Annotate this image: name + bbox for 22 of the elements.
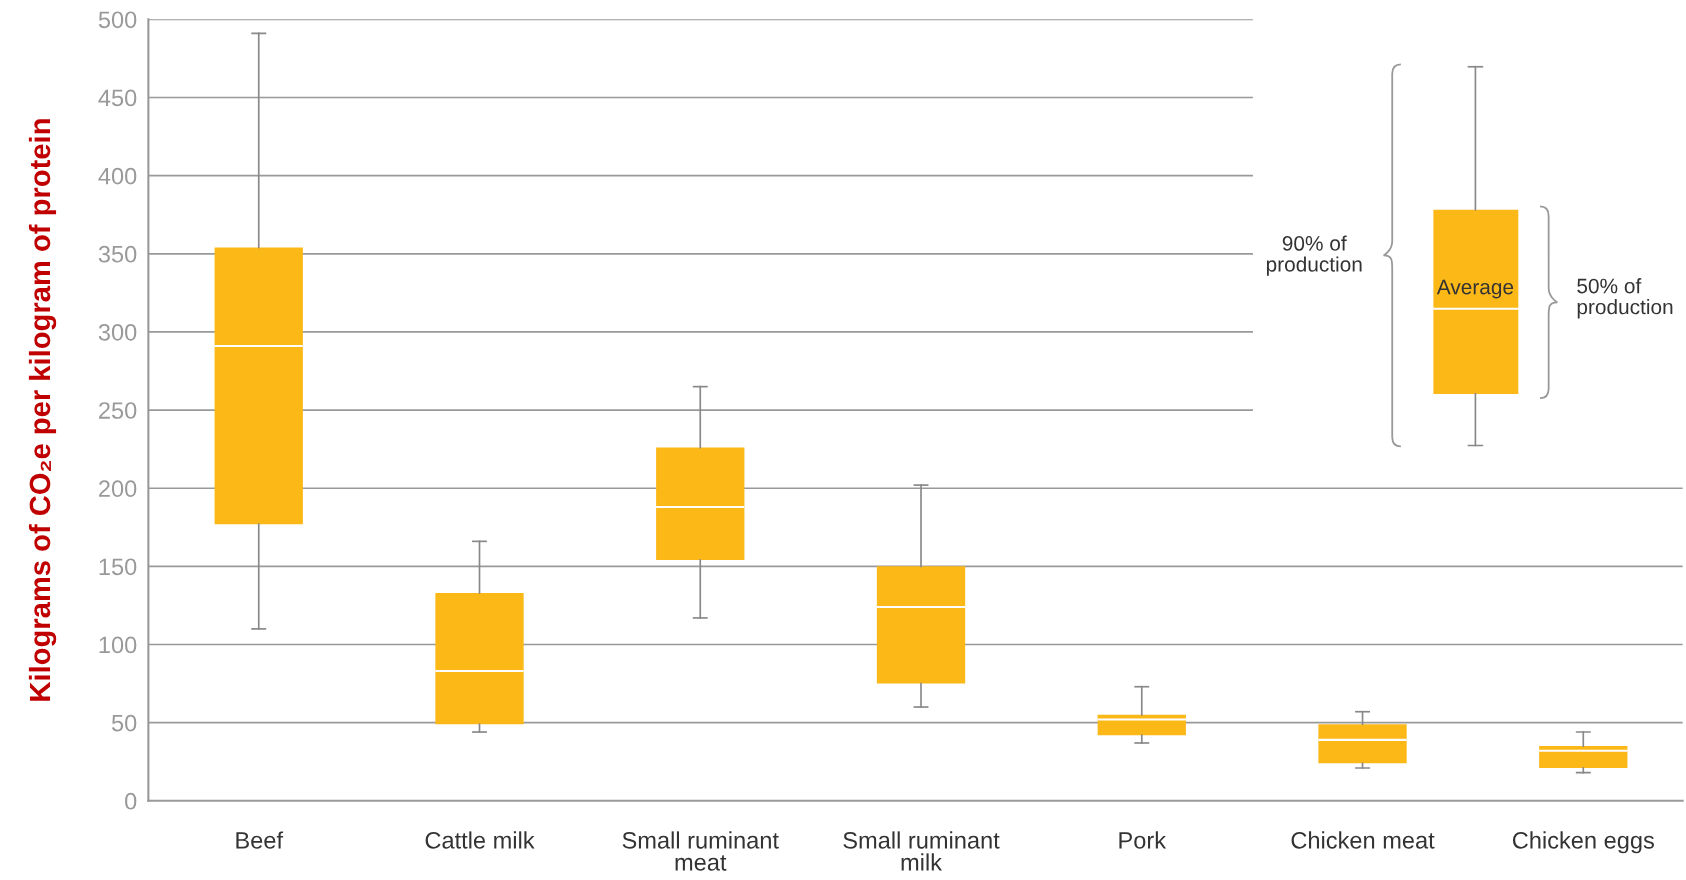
- x-tick-label: Cattle milk: [425, 831, 535, 849]
- y-tick-label: 450: [98, 89, 137, 107]
- y-tick-label: 50: [111, 714, 137, 732]
- y-tick-label: 0: [125, 792, 137, 810]
- y-tick-label: 150: [99, 558, 137, 576]
- y-tick-label: 200: [99, 480, 137, 498]
- x-tick-label: Beef: [236, 831, 284, 849]
- annotation: 50% of production: [1577, 278, 1673, 319]
- annotation: 90% of production: [1266, 235, 1362, 276]
- y-tick-label: 400: [98, 167, 137, 185]
- x-tick-label: Small ruminant meat: [622, 831, 779, 871]
- y-tick-label: 300: [98, 324, 137, 341]
- annotation: Average: [1436, 279, 1514, 299]
- y-axis-title: Kilograms of CO₂e per kilogram of protein: [28, 119, 57, 701]
- x-tick-label: Small ruminant milk: [843, 831, 1000, 871]
- x-tick-label: Chicken eggs: [1512, 831, 1654, 854]
- y-tick-label: 350: [98, 245, 137, 263]
- y-tick-label: 500: [98, 11, 137, 29]
- y-tick-label: 250: [99, 402, 137, 419]
- y-tick-label: 100: [99, 636, 137, 654]
- x-tick-label: Chicken meat: [1291, 831, 1435, 849]
- x-tick-label: Pork: [1119, 831, 1167, 849]
